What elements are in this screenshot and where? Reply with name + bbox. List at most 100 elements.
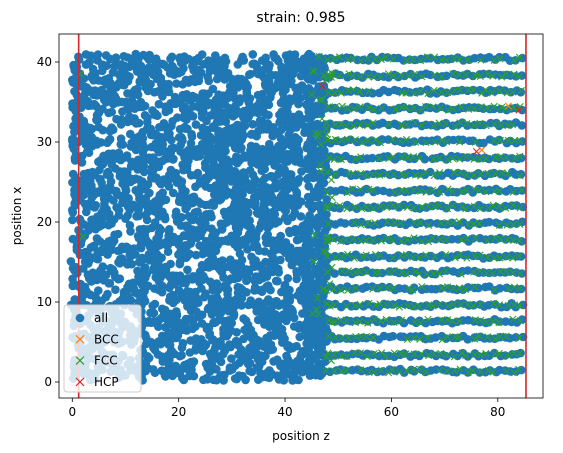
point-fcc bbox=[344, 250, 352, 258]
point-all bbox=[192, 343, 202, 353]
point-fcc bbox=[382, 315, 390, 324]
point-all bbox=[105, 126, 114, 135]
point-fcc bbox=[342, 366, 350, 375]
point-fcc bbox=[351, 284, 359, 292]
point-fcc bbox=[402, 350, 410, 358]
point-fcc bbox=[515, 252, 523, 260]
point-all bbox=[458, 135, 468, 145]
point-fcc bbox=[438, 316, 446, 324]
point-fcc bbox=[357, 169, 365, 178]
point-fcc bbox=[429, 122, 437, 130]
point-all bbox=[254, 119, 264, 128]
point-fcc bbox=[497, 235, 505, 243]
point-fcc bbox=[317, 141, 325, 149]
point-fcc bbox=[489, 368, 497, 376]
point-all bbox=[202, 175, 212, 185]
point-fcc bbox=[349, 169, 357, 177]
point-all bbox=[187, 132, 197, 141]
point-fcc bbox=[418, 237, 426, 245]
point-all bbox=[212, 74, 222, 84]
point-bcc bbox=[504, 102, 512, 110]
point-fcc bbox=[451, 122, 459, 130]
x-tick-label: 40 bbox=[277, 405, 292, 419]
legend-marker bbox=[75, 356, 85, 366]
point-fcc bbox=[443, 351, 451, 359]
point-hcp bbox=[515, 106, 523, 114]
point-fcc bbox=[358, 139, 366, 147]
point-all bbox=[484, 300, 494, 310]
point-fcc bbox=[404, 236, 412, 244]
point-all bbox=[253, 209, 263, 218]
point-fcc bbox=[509, 221, 517, 229]
point-fcc bbox=[470, 171, 478, 179]
point-fcc bbox=[351, 203, 359, 211]
point-fcc bbox=[437, 284, 446, 292]
point-fcc bbox=[410, 153, 418, 161]
point-all bbox=[123, 53, 132, 62]
point-all bbox=[167, 135, 176, 145]
point-all bbox=[269, 331, 279, 341]
point-all bbox=[141, 83, 150, 92]
point-all bbox=[89, 68, 98, 78]
point-fcc bbox=[422, 103, 430, 111]
point-all bbox=[88, 192, 97, 202]
point-fcc bbox=[363, 268, 371, 276]
point-all bbox=[97, 178, 106, 188]
point-all bbox=[81, 60, 91, 69]
point-fcc bbox=[435, 367, 443, 375]
point-fcc bbox=[363, 353, 371, 361]
point-all bbox=[95, 222, 104, 231]
point-fcc bbox=[343, 205, 351, 213]
point-all bbox=[110, 230, 119, 240]
point-all bbox=[248, 120, 257, 129]
point-all bbox=[244, 300, 253, 310]
point-all bbox=[293, 225, 303, 235]
point-all bbox=[236, 263, 245, 272]
point-all bbox=[410, 55, 420, 65]
point-fcc bbox=[409, 55, 417, 63]
point-all bbox=[269, 50, 278, 59]
point-fcc bbox=[417, 172, 425, 180]
point-all bbox=[220, 323, 229, 333]
x-tick-label: 20 bbox=[171, 405, 186, 419]
point-fcc bbox=[382, 352, 390, 360]
point-fcc bbox=[471, 234, 479, 242]
point-all bbox=[150, 241, 160, 250]
point-all bbox=[270, 297, 280, 307]
point-fcc bbox=[443, 333, 451, 341]
point-all bbox=[151, 109, 160, 118]
point-all bbox=[298, 262, 307, 271]
point-fcc bbox=[316, 161, 324, 169]
legend-box bbox=[63, 304, 142, 393]
point-all bbox=[177, 177, 187, 186]
point-all bbox=[199, 292, 209, 302]
point-fcc bbox=[477, 56, 485, 64]
point-all bbox=[217, 267, 227, 277]
point-fcc bbox=[324, 220, 332, 228]
point-all bbox=[195, 151, 204, 160]
point-fcc bbox=[389, 366, 397, 374]
point-fcc bbox=[313, 294, 321, 302]
point-all bbox=[196, 176, 205, 186]
point-fcc bbox=[356, 349, 364, 357]
point-all bbox=[199, 375, 208, 385]
point-all bbox=[181, 92, 191, 101]
point-all bbox=[82, 253, 92, 263]
point-all bbox=[277, 125, 286, 135]
point-all bbox=[303, 127, 313, 137]
point-all bbox=[91, 293, 101, 302]
series-bcc bbox=[478, 102, 512, 154]
point-all bbox=[295, 332, 305, 342]
point-fcc bbox=[490, 102, 498, 110]
point-fcc bbox=[385, 268, 393, 276]
point-fcc bbox=[383, 203, 391, 211]
point-fcc bbox=[326, 302, 334, 310]
point-all bbox=[210, 144, 220, 153]
point-fcc bbox=[424, 238, 432, 246]
point-fcc bbox=[435, 119, 443, 127]
point-all bbox=[211, 135, 220, 144]
point-all bbox=[130, 135, 139, 145]
point-all bbox=[160, 305, 170, 315]
point-all bbox=[287, 175, 297, 184]
point-all bbox=[182, 203, 192, 212]
